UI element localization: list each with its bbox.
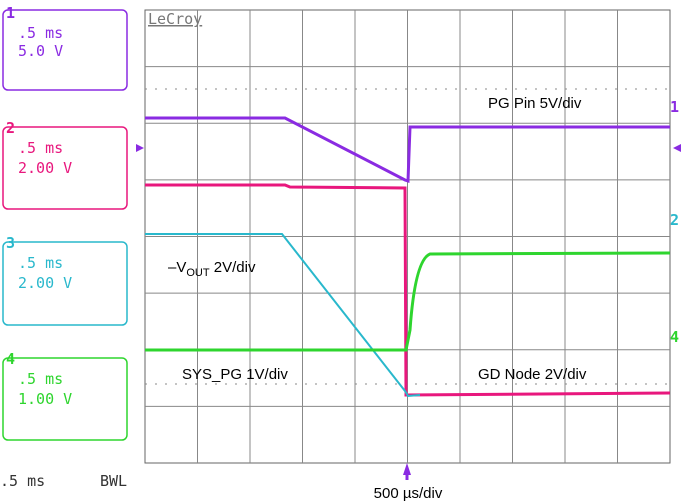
channel-number: 1 [6, 4, 15, 22]
vout-label: –VOUT 2V/div [168, 259, 256, 279]
channel-panel: 3 .5 ms 2.00 V [2, 234, 128, 326]
channel-time: .5 ms [18, 370, 63, 388]
channel-number: 4 [6, 350, 15, 368]
sys-pg-label: SYS_PG 1V/div [182, 366, 288, 383]
right-marker: 4 [670, 328, 679, 346]
brand: LeCroy [148, 10, 202, 28]
channel-panel: 1 .5 ms 5.0 V [2, 4, 128, 91]
ch1-left-marker [136, 144, 144, 152]
channel-volts: 5.0 V [18, 42, 63, 60]
time-scale: 500 µs/div [374, 485, 443, 502]
pg-pin-label: PG Pin 5V/div [488, 95, 582, 112]
trigger-marker [403, 463, 411, 475]
channel-panel: 4 .5 ms 1.00 V [2, 350, 128, 441]
channel-number: 2 [6, 119, 15, 137]
channel-time: .5 ms [18, 254, 63, 272]
trace-ch2 [145, 183, 671, 397]
channel-volts: 2.00 V [18, 274, 72, 292]
channel-number: 3 [6, 234, 15, 252]
channel-time: .5 ms [18, 24, 63, 42]
bwl: BWL [100, 472, 127, 490]
channel-volts: 2.00 V [18, 159, 72, 177]
channel-volts: 1.00 V [18, 390, 72, 408]
gd-node-label: GD Node 2V/div [478, 366, 587, 383]
timebase: .5 ms [0, 472, 45, 490]
right-marker: 1 [670, 98, 679, 116]
channel-panel: 2 .5 ms 2.00 V [2, 119, 128, 210]
trace-ch1 [145, 116, 670, 184]
vout-sub: OUT [186, 267, 210, 279]
trace-ch3 [145, 233, 421, 398]
right-marker: 2 [670, 211, 679, 229]
ch1-offset-marker [673, 144, 681, 152]
vout-prefix: –V [168, 259, 186, 276]
vout-suffix: 2V/div [210, 259, 256, 276]
trace-ch4 [145, 251, 671, 352]
channel-time: .5 ms [18, 139, 63, 157]
